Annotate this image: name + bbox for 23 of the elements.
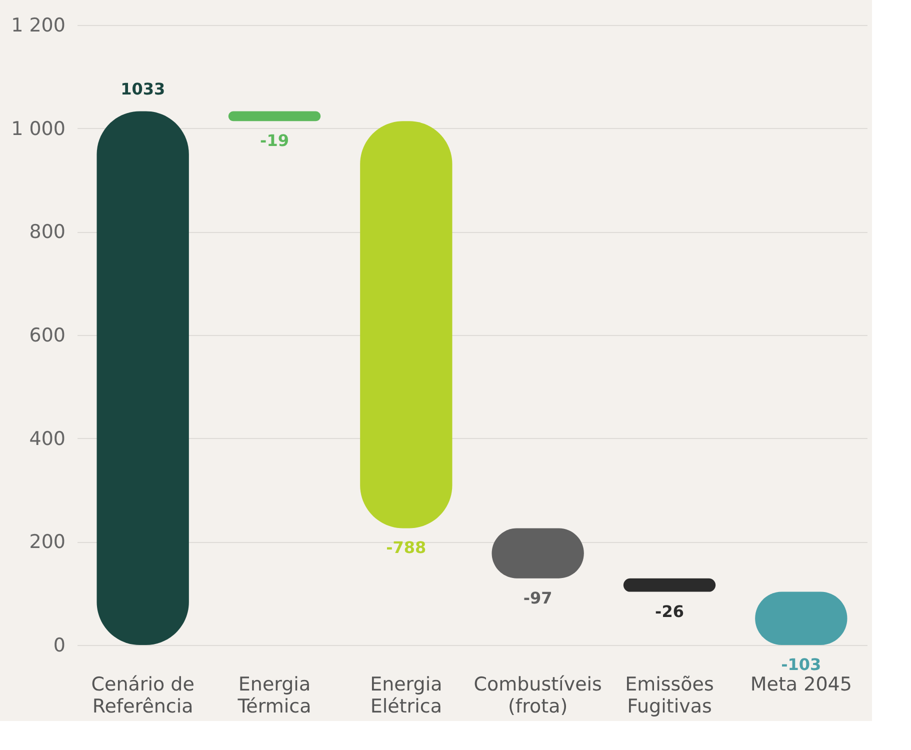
bar xyxy=(623,578,716,592)
data-label: -26 xyxy=(655,602,684,621)
x-tick-label: Combustíveis (frota) xyxy=(474,674,602,718)
x-tick-label: Energia Térmica xyxy=(236,674,312,718)
y-tick-label: 1 000 xyxy=(11,118,66,140)
data-label: -103 xyxy=(781,655,822,674)
x-tick-label: Cenário de Referência xyxy=(91,674,194,718)
bar xyxy=(228,111,321,122)
y-tick-label: 200 xyxy=(29,531,66,554)
x-tick-label: Emissões Fugitivas xyxy=(625,674,714,718)
y-tick-label: 600 xyxy=(29,324,66,346)
y-tick-label: 400 xyxy=(29,428,66,450)
data-label: -788 xyxy=(386,538,426,558)
bar xyxy=(360,121,452,528)
x-tick-label: Energia Elétrica xyxy=(370,674,442,718)
data-label: -97 xyxy=(523,588,552,608)
y-tick-label: 1 200 xyxy=(11,14,66,36)
y-tick-label: 800 xyxy=(29,221,66,244)
x-tick-label: Meta 2045 xyxy=(750,674,852,696)
data-label: -19 xyxy=(260,131,289,150)
bar xyxy=(96,111,189,645)
data-label: 1033 xyxy=(120,79,166,98)
y-tick-label: 0 xyxy=(53,634,66,656)
